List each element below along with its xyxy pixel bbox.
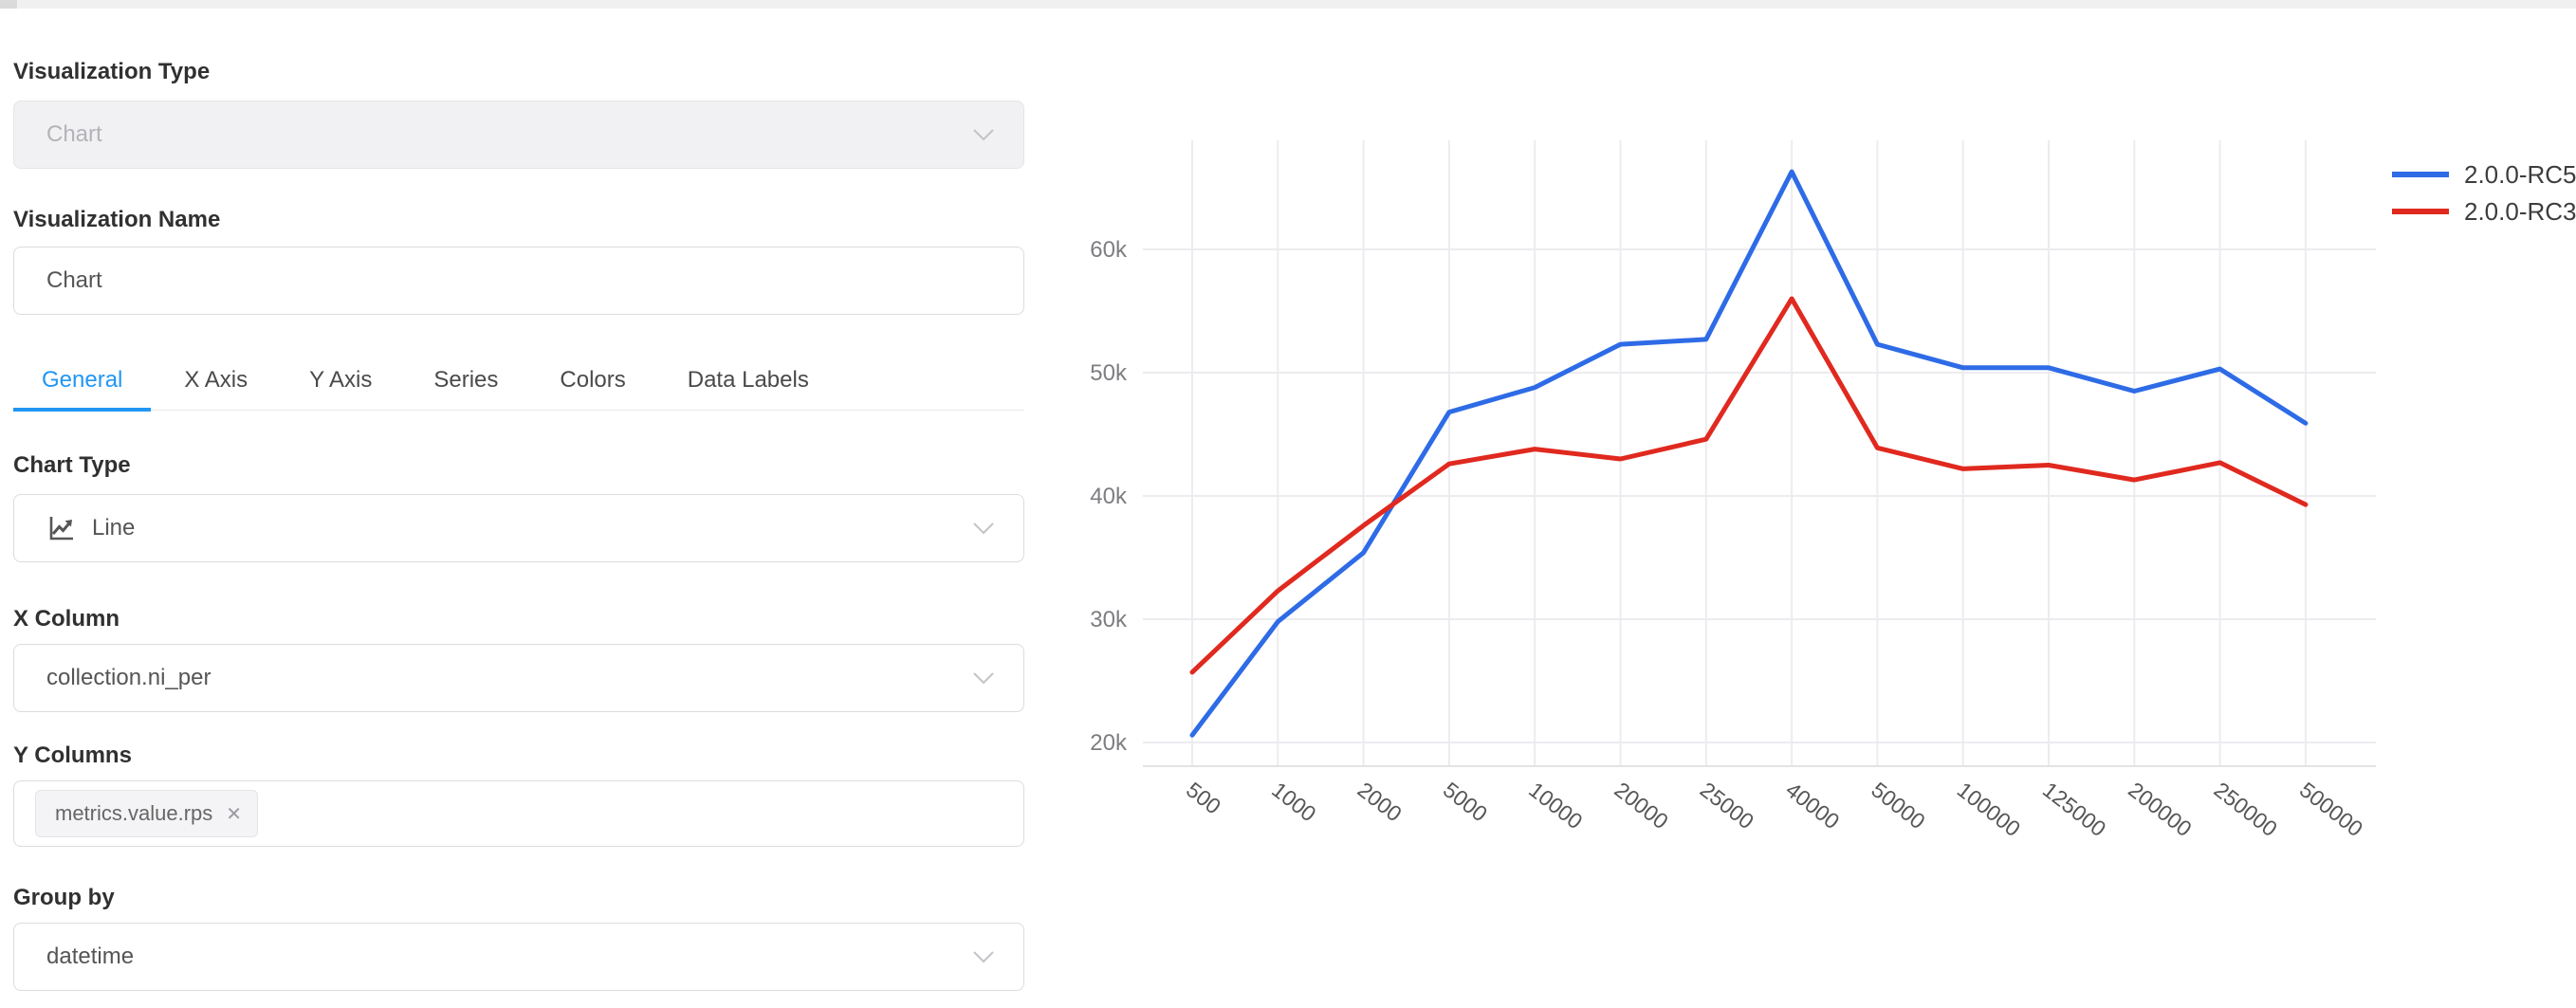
y-axis-tick-label: 20k	[1090, 730, 1128, 756]
x-axis-tick-label: 125000	[2038, 777, 2110, 841]
chevron-down-icon	[972, 950, 995, 963]
x-column-select[interactable]: collection.ni_per	[13, 644, 1024, 712]
x-axis-tick-label: 25000	[1696, 777, 1758, 834]
visualization-config-panel: Visualization Type Chart Visualization N…	[13, 9, 1024, 991]
x-axis-tick-label: 500000	[2295, 777, 2367, 841]
tab-data-labels[interactable]: Data Labels	[687, 367, 809, 393]
x-axis-tick-label: 20000	[1610, 777, 1672, 834]
y-column-tag: metrics.value.rps ✕	[35, 790, 259, 837]
legend-label[interactable]: 2.0.0-RC3	[2464, 197, 2576, 226]
x-axis-tick-label: 5000	[1439, 777, 1492, 826]
group-by-value: datetime	[46, 944, 135, 969]
series-line-2.0.0-RC3	[1189, 296, 2309, 675]
remove-tag-icon[interactable]: ✕	[226, 803, 243, 825]
top-scroll-thumb	[0, 0, 17, 9]
group-by-label: Group by	[13, 885, 115, 910]
group-by-select[interactable]: datetime	[13, 923, 1024, 991]
chevron-down-icon	[972, 128, 995, 141]
settings-tabs: General X Axis Y Axis Series Colors Data…	[13, 353, 1024, 412]
viz-type-value: Chart	[46, 121, 102, 147]
y-axis-tick-label: 50k	[1090, 360, 1128, 386]
tab-colors[interactable]: Colors	[560, 367, 626, 393]
viz-name-input[interactable]: Chart	[13, 247, 1024, 315]
y-axis-tick-label: 30k	[1090, 607, 1128, 632]
y-columns-label: Y Columns	[13, 742, 132, 768]
tab-general[interactable]: General	[13, 353, 152, 412]
y-column-tag-text: metrics.value.rps	[55, 801, 213, 825]
x-axis-tick-label: 10000	[1524, 777, 1587, 834]
y-columns-multiselect[interactable]: metrics.value.rps ✕	[13, 780, 1024, 847]
viz-name-value: Chart	[46, 267, 102, 293]
x-axis-tick-label: 40000	[1781, 777, 1844, 834]
line-chart: 20k 30k 40k 50k 60k 500 1000 2000 5000 10000 20000…	[1090, 140, 2576, 841]
y-axis-tick-label: 60k	[1090, 237, 1128, 263]
chevron-down-icon	[972, 522, 995, 535]
legend-label[interactable]: 2.0.0-RC5	[2464, 160, 2576, 189]
series-line-2.0.0-RC5	[1189, 169, 2309, 738]
chart-type-label: Chart Type	[13, 452, 131, 478]
x-axis-tick-label: 500	[1182, 777, 1225, 818]
x-axis-tick-label: 100000	[1953, 777, 2025, 841]
chart-type-value: Line	[92, 515, 136, 541]
viz-type-select[interactable]: Chart	[13, 101, 1024, 169]
x-axis-tick-label: 250000	[2210, 777, 2282, 841]
x-column-label: X Column	[13, 606, 120, 632]
viz-name-label: Visualization Name	[13, 207, 221, 232]
x-column-value: collection.ni_per	[46, 665, 212, 690]
x-axis-tick-label: 2000	[1353, 777, 1407, 826]
chart-type-select[interactable]: Line	[13, 494, 1024, 562]
top-scroll-strip	[0, 0, 2576, 9]
tab-series[interactable]: Series	[433, 367, 499, 393]
chevron-down-icon	[972, 671, 995, 685]
tab-x-axis[interactable]: X Axis	[184, 367, 248, 393]
x-axis-tick-label: 200000	[2124, 777, 2196, 841]
x-axis-tick-label: 50000	[1867, 777, 1929, 834]
line-chart-icon	[46, 513, 77, 543]
y-axis-tick-label: 40k	[1090, 484, 1128, 509]
x-axis-tick-label: 1000	[1267, 777, 1320, 826]
chart-preview: 20k 30k 40k 50k 60k 500 1000 2000 5000 10000 20000…	[1024, 114, 2576, 1003]
viz-type-label: Visualization Type	[13, 59, 211, 84]
tab-y-axis[interactable]: Y Axis	[309, 367, 373, 393]
